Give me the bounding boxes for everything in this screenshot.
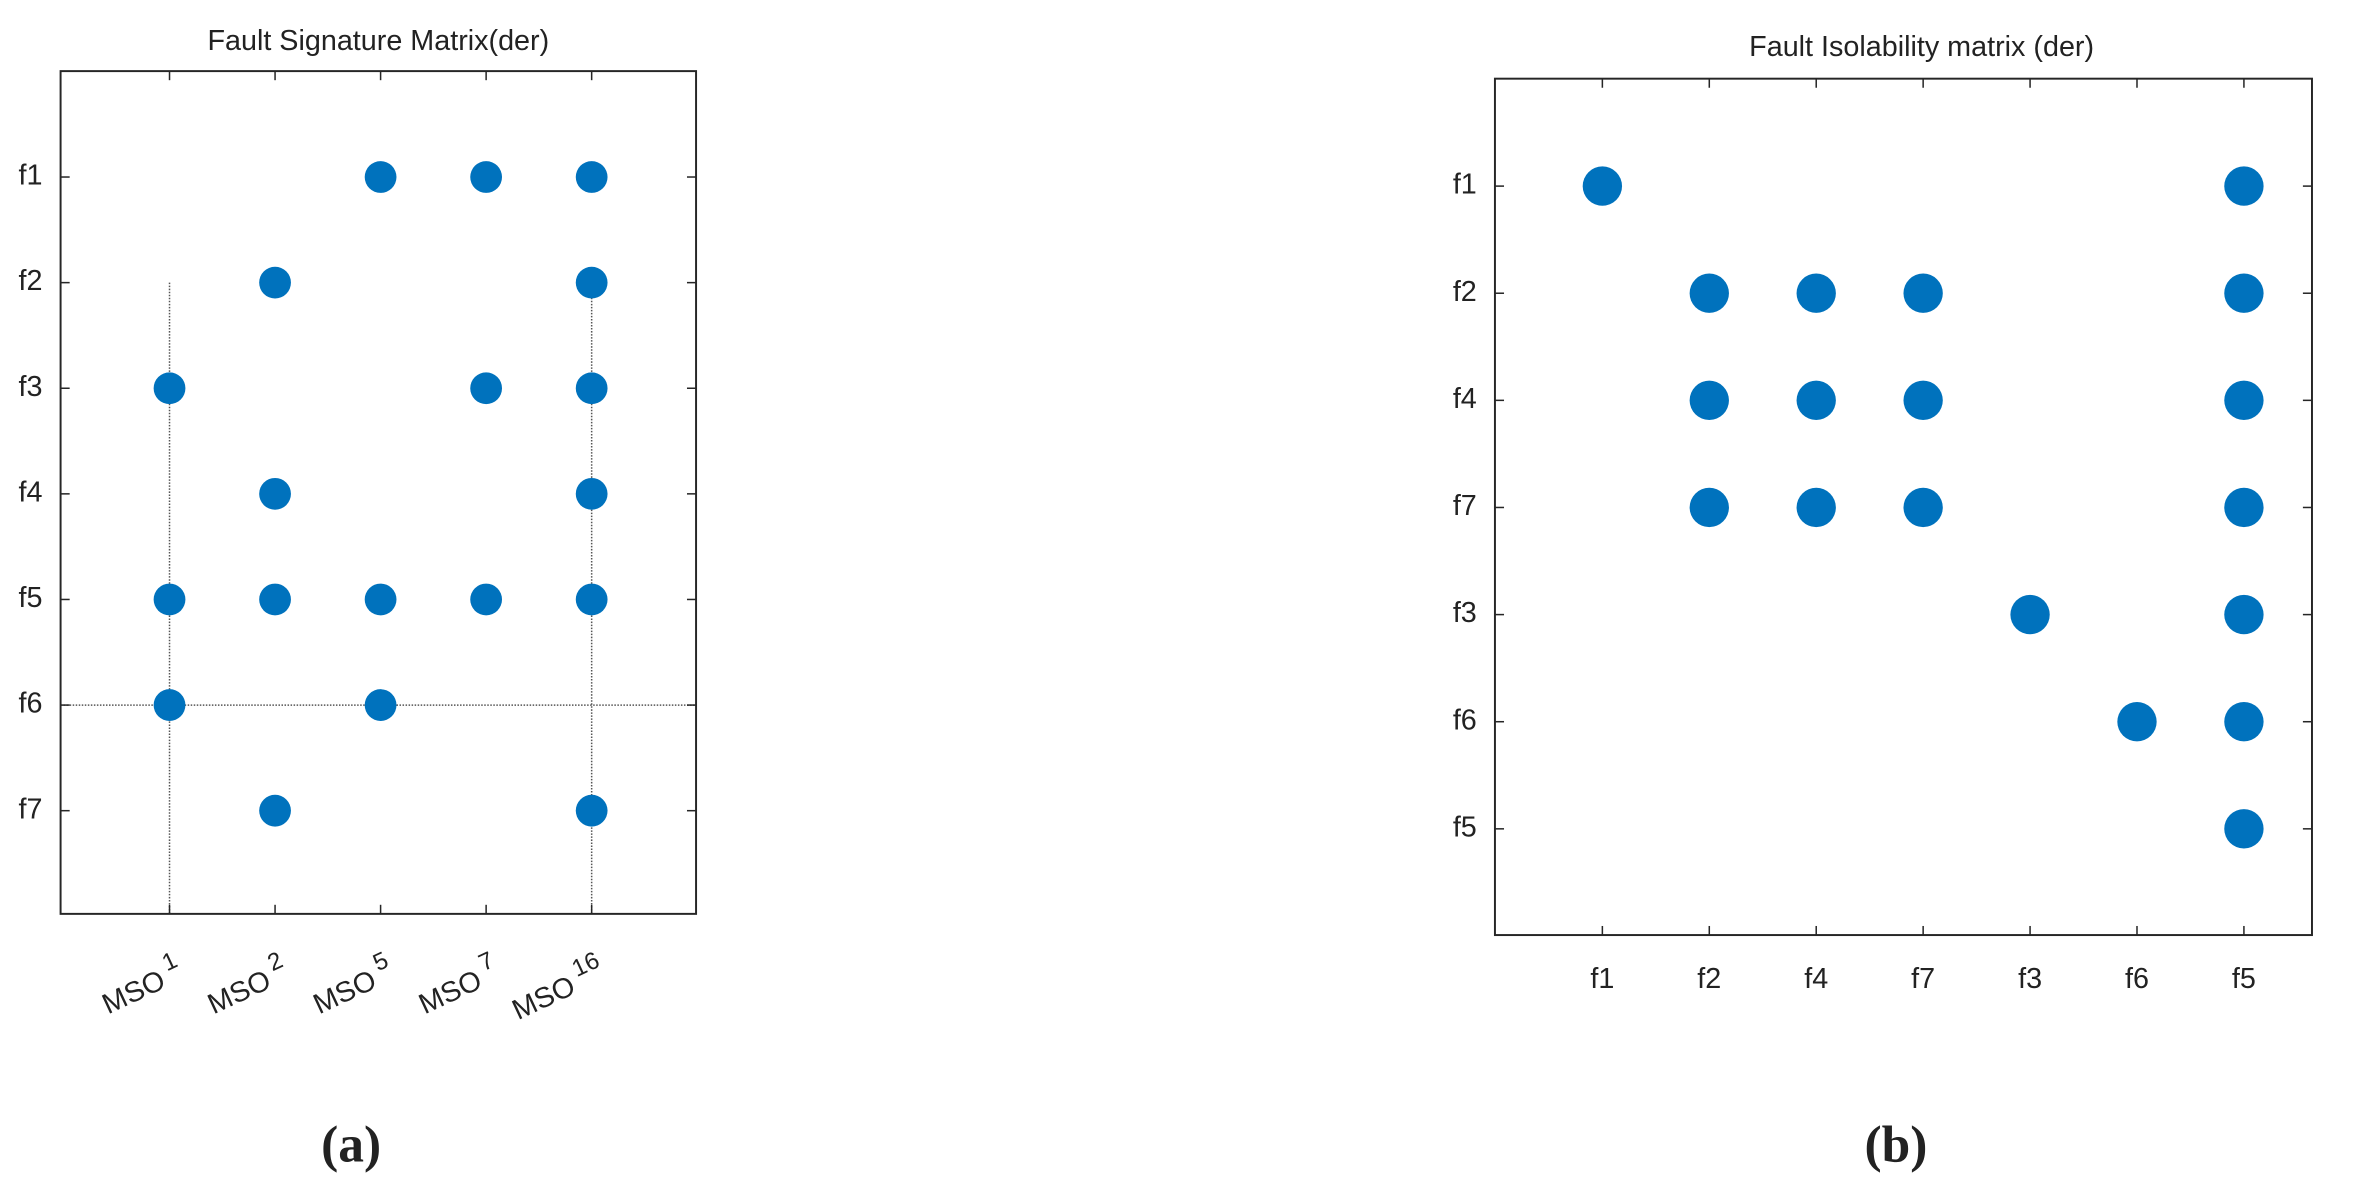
chart-title: Fault Signature Matrix(der) [207,25,549,57]
dot [259,583,291,616]
dot [1903,273,1943,313]
dot [2224,273,2264,313]
caption: (b) [1864,1117,1927,1174]
x-tick-label: MSO5 [304,947,398,1020]
dot [2224,380,2264,421]
axes-box [1493,77,2313,937]
chart-title: Fault Isolability matrix (der) [1749,31,2094,63]
x-tick-label: MSO2 [199,947,293,1020]
x-tick-label-sub: 2 [264,947,288,977]
caption: (a) [321,1117,381,1174]
x-tick-label: f2 [1697,963,1721,995]
y-tick-label: f7 [1453,490,1477,522]
dot [1689,487,1729,528]
y-tick-label: f5 [18,582,42,614]
dot [259,266,291,299]
dot [575,372,608,405]
dot [259,477,291,510]
dot [364,689,397,721]
dot [1796,273,1836,313]
dot [470,583,503,616]
x-tick-label-sub: 7 [475,947,499,977]
x-tick-label-text: MSO [308,964,381,1021]
dot [2224,702,2264,742]
x-tick-label: f6 [2125,963,2149,995]
dot [2117,702,2157,742]
dot [575,794,608,827]
x-tick-label: MSO1 [93,947,187,1020]
x-tick-label: f5 [2232,963,2256,995]
dot [575,161,608,193]
y-tick-label: f1 [18,160,42,192]
y-tick-label: f4 [1453,383,1477,415]
dot [2224,809,2264,849]
dot [1689,273,1729,313]
x-tick-label-sub: 5 [369,947,393,977]
y-tick-label: f6 [18,688,42,720]
x-tick-label-sub: 16 [568,947,604,983]
x-tick-label: f1 [1590,963,1614,995]
y-tick-label: f6 [1453,704,1477,736]
x-tick-label: f4 [1804,963,1828,995]
dot [259,794,291,827]
y-tick-label: f5 [1453,811,1477,843]
dot [2224,594,2264,635]
x-tick-label-text: MSO [97,964,170,1021]
y-tick-label: f4 [18,476,42,508]
dot [2224,487,2264,528]
dot [1796,380,1836,421]
x-tick-label-text: MSO [414,964,487,1021]
dot [1582,166,1623,206]
x-tick-label-sub: 1 [158,947,182,977]
dot [470,161,503,193]
dot [575,477,608,510]
dot [575,583,608,616]
axes-box [59,70,698,915]
dot [1903,380,1943,421]
dot [153,689,186,721]
dot [575,266,608,299]
dot [1796,487,1836,528]
x-tick-label: f3 [2018,963,2042,995]
x-tick-label-text: MSO [507,970,580,1027]
dot [153,583,186,616]
dot [364,161,397,193]
x-tick-label: f7 [1911,963,1935,995]
x-tick-label: MSO7 [410,947,504,1020]
y-tick-label: f1 [1453,169,1477,201]
y-tick-label: f3 [18,371,42,403]
dot [470,372,503,405]
dot [1689,380,1729,421]
dot [364,583,397,616]
x-tick-label-text: MSO [203,964,276,1021]
dot [1903,487,1943,528]
y-tick-label: f7 [18,793,42,825]
y-tick-label: f2 [1453,276,1477,308]
dot [2010,594,2050,635]
y-tick-label: f3 [1453,597,1477,629]
dot [2224,166,2264,206]
dot [153,372,186,405]
y-tick-label: f2 [18,265,42,297]
x-tick-label: MSO16 [503,947,610,1026]
